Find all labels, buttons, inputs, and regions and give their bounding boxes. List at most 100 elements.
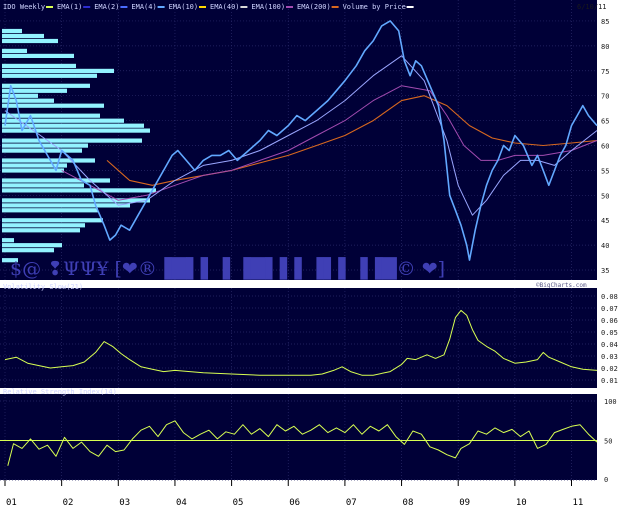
volume-by-price-bar bbox=[2, 148, 82, 153]
price-tick-label: 75 bbox=[601, 68, 609, 76]
series-ema40 bbox=[4, 55, 598, 216]
volatility-tick-label: 0.02 bbox=[601, 365, 618, 373]
price-tick-label: 40 bbox=[601, 242, 609, 250]
volatility-tick-label: 0.04 bbox=[601, 341, 618, 349]
date-tick-label: 10 bbox=[516, 498, 527, 508]
rsi-tick-label: 0 bbox=[604, 476, 608, 484]
legend-swatch bbox=[83, 6, 91, 8]
volume-by-price-bar bbox=[2, 48, 27, 53]
date-tick-label: 01 bbox=[6, 498, 17, 508]
chart-legend: IDO Weekly EMA(1) EMA(2) EMA(4) EMA(10) EMA(4… bbox=[3, 3, 414, 11]
legend-swatch bbox=[240, 6, 248, 8]
chart-date: 6/10/11 bbox=[577, 3, 607, 11]
date-tick-label: 08 bbox=[403, 498, 414, 508]
volume-by-price-bar bbox=[2, 118, 124, 123]
price-tick-label: 55 bbox=[601, 167, 609, 175]
volume-by-price-bar bbox=[2, 183, 84, 188]
date-tick-label: 02 bbox=[63, 498, 74, 508]
volatility-tick-label: 0.08 bbox=[601, 293, 618, 301]
volume-by-price-bar bbox=[2, 158, 95, 163]
volatility-panel-grid bbox=[0, 288, 597, 388]
legend-swatch bbox=[157, 6, 165, 8]
legend-label: EMA(200) bbox=[297, 3, 331, 11]
volatility-tick-label: 0.01 bbox=[601, 377, 618, 385]
price-tick-label: 80 bbox=[601, 43, 609, 51]
legend-label: EMA(4) bbox=[131, 3, 156, 11]
price-tick-label: 35 bbox=[601, 267, 609, 275]
volume-by-price-bar bbox=[2, 98, 54, 103]
series-ema200 bbox=[106, 95, 598, 186]
legend-swatch bbox=[286, 6, 293, 8]
legend-label: Volume by Price bbox=[343, 3, 406, 11]
volume-by-price-bar bbox=[2, 228, 80, 233]
volatility-tick-label: 0.07 bbox=[601, 305, 618, 313]
volume-by-price-bar bbox=[2, 103, 104, 108]
volume-by-price-bar bbox=[2, 243, 62, 248]
price-panel-lines bbox=[4, 20, 598, 261]
volume-by-price-bar bbox=[2, 138, 142, 143]
date-axis-ticks: 01 02 03 04 05 06 07 08 09 10 11 bbox=[4, 480, 584, 508]
symbol-text-row: $@ ❢ΨΨ¥ [❤®▐█▌▌▐ ▐█▌▌▌▐▌▌▐▐█© ❤] bbox=[10, 257, 445, 280]
price-tick-label: 60 bbox=[601, 142, 609, 150]
date-tick-label: 03 bbox=[119, 498, 130, 508]
volume-by-price-bars bbox=[2, 28, 156, 263]
volume-by-price-bar bbox=[2, 198, 150, 203]
price-tick-label: 70 bbox=[601, 93, 609, 101]
volume-by-price-bar bbox=[2, 33, 44, 39]
legend-swatch bbox=[46, 6, 53, 8]
volume-by-price-bar bbox=[2, 218, 103, 223]
volume-by-price-bar bbox=[2, 63, 76, 68]
bigcharts-watermark: ©BigCharts.com bbox=[536, 282, 587, 289]
legend-swatch bbox=[199, 6, 206, 8]
rsi-panel-lines bbox=[7, 420, 598, 466]
rsi-panel-label: Relative Strength Index(14) bbox=[3, 388, 117, 396]
legend-label: IDO Weekly bbox=[3, 3, 45, 11]
legend-label: EMA(40) bbox=[210, 3, 240, 11]
series-price bbox=[4, 20, 598, 261]
volume-by-price-bar bbox=[2, 258, 18, 263]
volatility-tick-label: 0.06 bbox=[601, 317, 618, 325]
volume-by-price-bar bbox=[2, 88, 67, 93]
price-tick-label: 85 bbox=[601, 18, 609, 26]
volume-by-price-bar bbox=[2, 248, 54, 253]
legend-swatch bbox=[406, 6, 414, 8]
volume-by-price-bar bbox=[2, 168, 64, 173]
legend-swatch bbox=[331, 6, 339, 8]
date-tick-label: 07 bbox=[346, 498, 357, 508]
volume-by-price-bar bbox=[2, 123, 144, 128]
volume-by-price-bar bbox=[2, 188, 156, 193]
volume-by-price-bar bbox=[2, 73, 97, 78]
price-tick-label: 65 bbox=[601, 118, 609, 126]
volume-by-price-bar bbox=[2, 208, 98, 213]
rsi-tick-label: 100 bbox=[604, 398, 617, 406]
price-tick-label: 50 bbox=[601, 192, 609, 200]
rsi-line bbox=[7, 420, 598, 466]
price-tick-label: 45 bbox=[601, 217, 609, 225]
rsi-panel bbox=[0, 394, 597, 480]
volume-by-price-bar bbox=[2, 178, 110, 183]
volatility-panel-lines bbox=[4, 309, 598, 376]
legend-label: EMA(2) bbox=[94, 3, 119, 11]
price-axis-ticks: 35 40 45 50 55 60 65 70 75 80 85 bbox=[601, 18, 609, 275]
volume-by-price-bar bbox=[2, 83, 90, 88]
volatility-panel-label: Volatility Slow(21) bbox=[3, 283, 83, 291]
volume-by-price-bar bbox=[2, 113, 100, 118]
date-tick-label: 11 bbox=[573, 498, 584, 508]
volatility-tick-label: 0.03 bbox=[601, 353, 618, 361]
legend-swatch bbox=[120, 6, 128, 8]
volatility-tick-label: 0.05 bbox=[601, 329, 618, 337]
volume-by-price-bar bbox=[2, 38, 58, 44]
date-tick-label: 06 bbox=[289, 498, 300, 508]
rsi-panel-grid bbox=[0, 394, 597, 481]
volume-by-price-bar bbox=[2, 238, 14, 243]
rsi-tick-label: 50 bbox=[604, 438, 612, 446]
volume-by-price-bar bbox=[2, 143, 88, 148]
legend-label: EMA(10) bbox=[169, 3, 199, 11]
date-tick-label: 09 bbox=[459, 498, 470, 508]
volume-by-price-bar bbox=[2, 223, 85, 228]
volume-by-price-bar bbox=[2, 163, 67, 168]
volume-by-price-bar bbox=[2, 28, 22, 34]
date-tick-label: 05 bbox=[233, 498, 244, 508]
volatility-line bbox=[4, 309, 598, 376]
rsi-axis-ticks: 0 50 100 bbox=[604, 398, 617, 484]
